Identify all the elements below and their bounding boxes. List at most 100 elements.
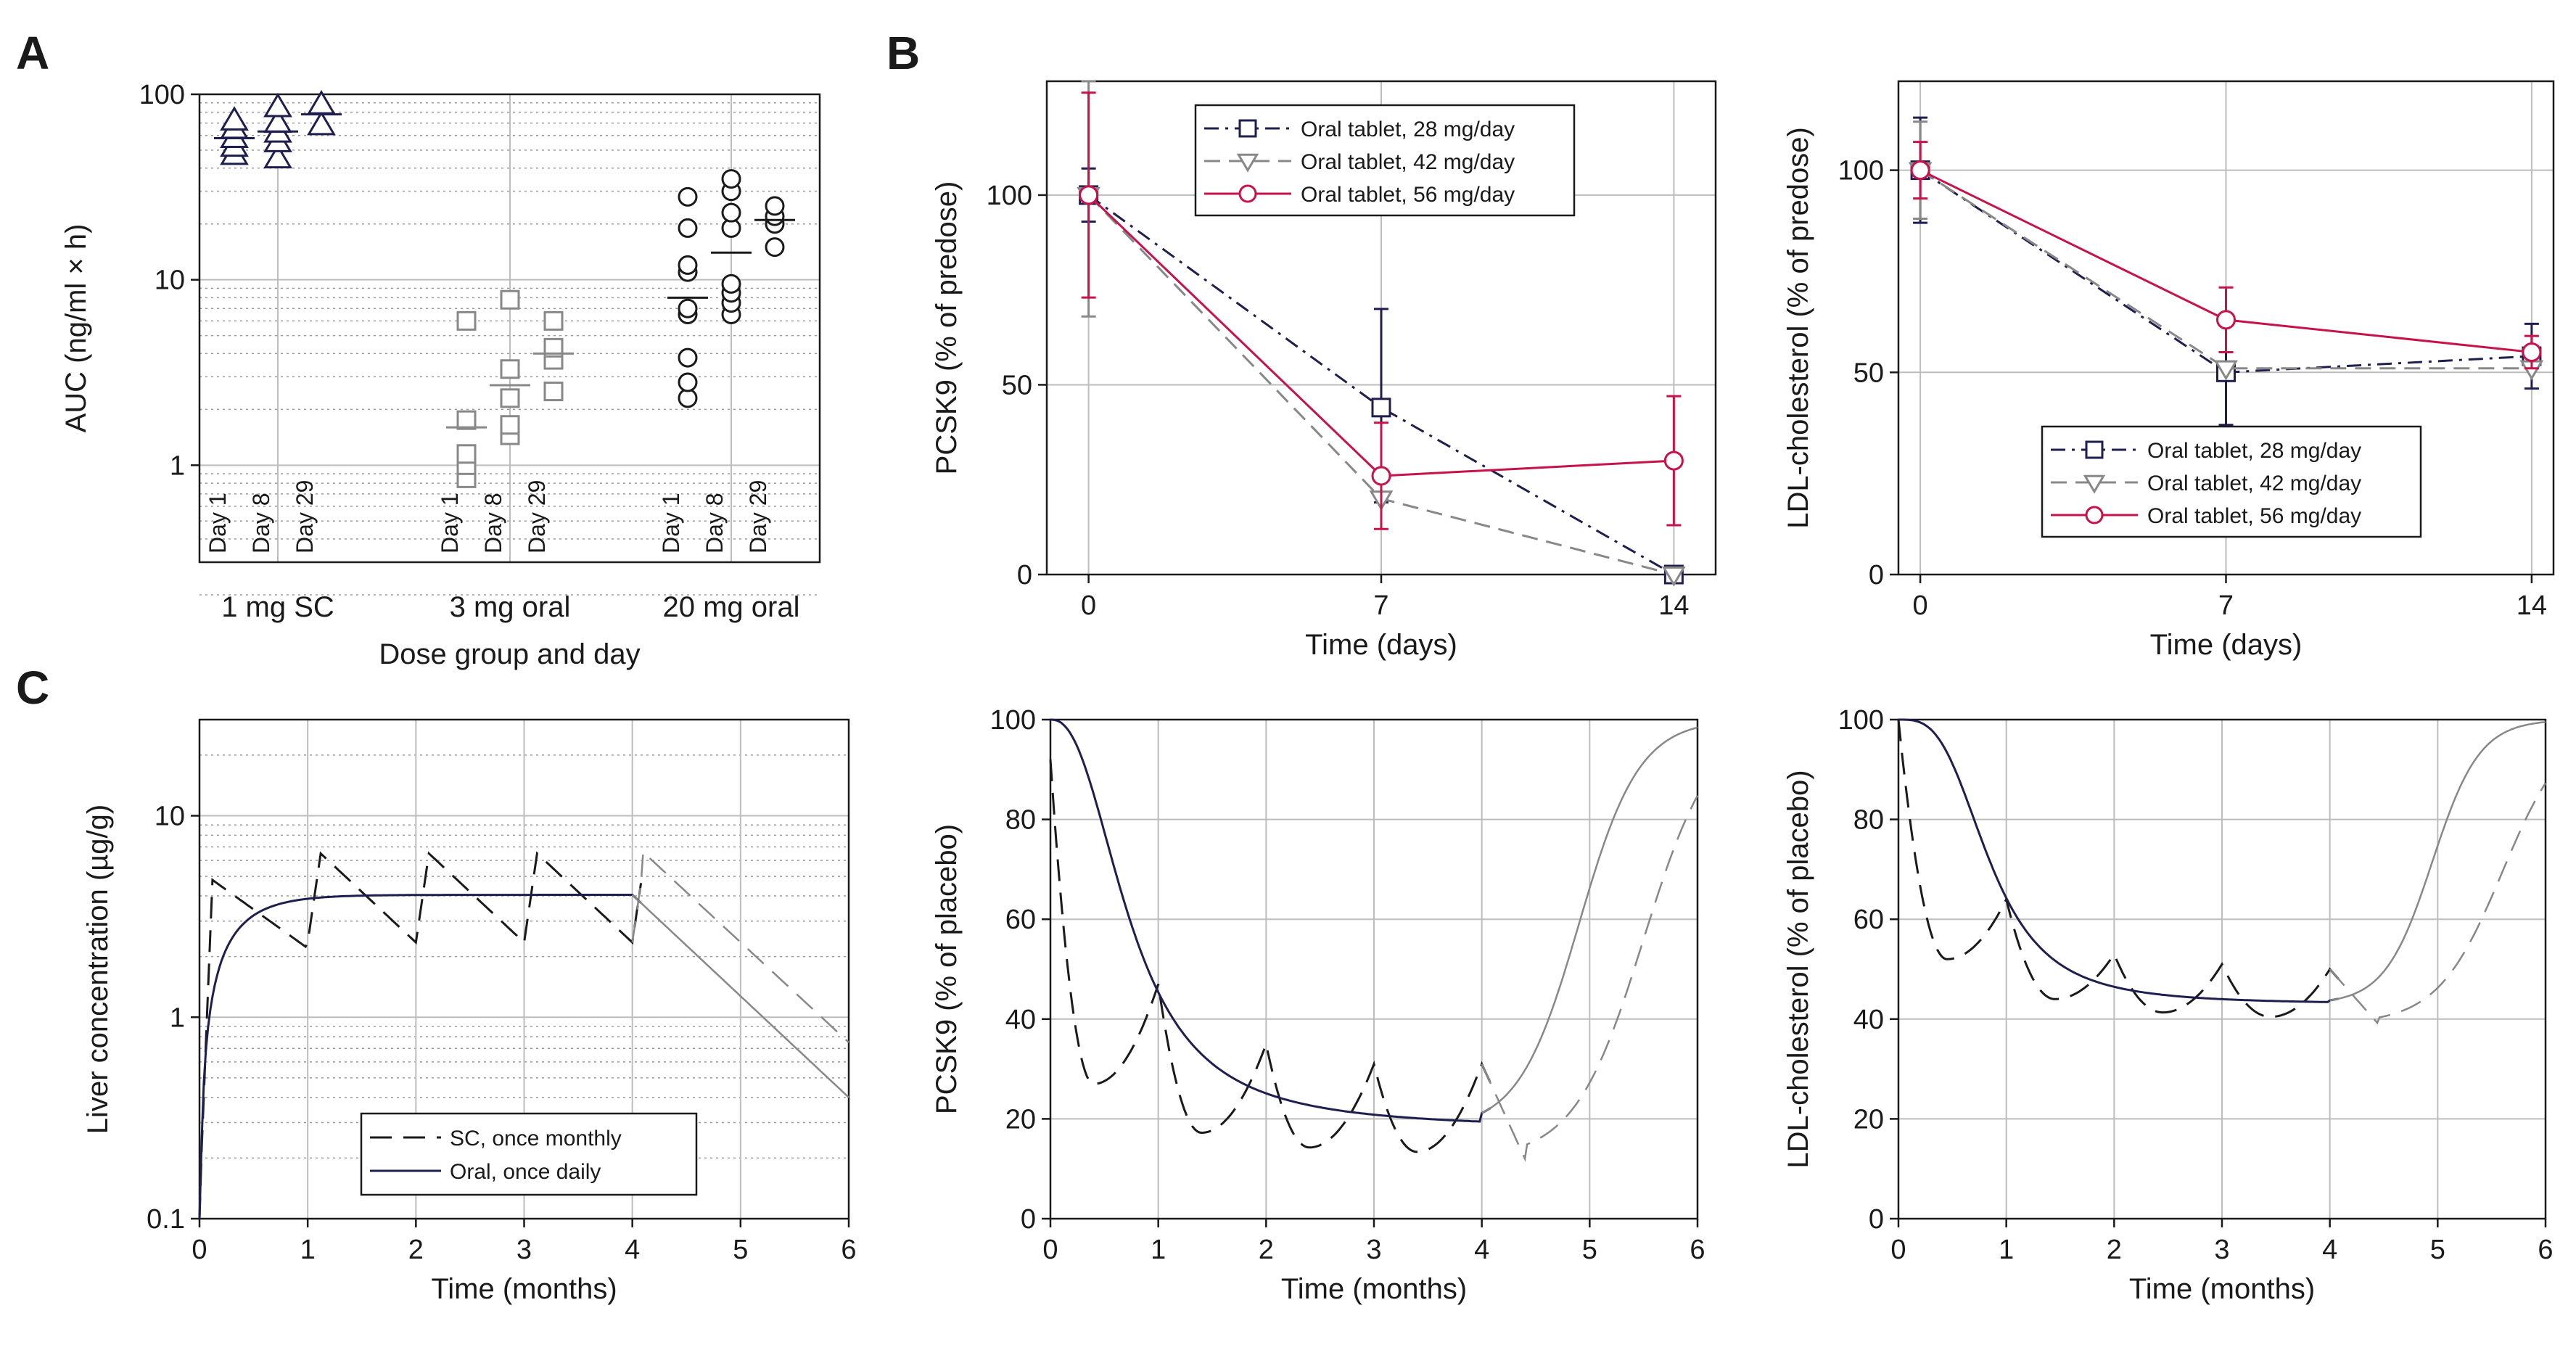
data-point-circle (721, 169, 741, 189)
y-tick-label: 10 (155, 266, 185, 296)
chart-a-auc: 1 10 100 1 mg SC Day 1 Day 8 Day 29 3 mg oral Da… (60, 80, 821, 670)
x-tick-label: 0 (1913, 590, 1928, 621)
legend-label: Oral, once daily (450, 1160, 601, 1184)
x-axis-label: Time (months) (2129, 1273, 2315, 1305)
x-tick-label: 3 (2214, 1235, 2229, 1265)
y-tick-label: 80 (1005, 805, 1036, 836)
panel-letter-c: C (16, 662, 49, 714)
legend-label: Oral tablet, 28 mg/day (2147, 439, 2361, 463)
legend-marker (2083, 474, 2106, 494)
legend: SC, once monthly Oral, once daily (360, 1112, 698, 1196)
x-tick-label: 14 (1658, 590, 1689, 621)
legend: Oral tablet, 28 mg/day Oral tablet, 42 mg… (2041, 425, 2422, 538)
y-tick-label: 1 (170, 1003, 185, 1033)
x-axis-label: Time (days) (2150, 629, 2303, 661)
data-point-circle (2522, 342, 2542, 362)
legend-label: Oral tablet, 42 mg/day (2147, 472, 2361, 495)
y-tick-label: 0 (1869, 1204, 1884, 1235)
series-oral_pcsk9-washout (1481, 726, 1698, 1114)
y-tick-label: 60 (1853, 905, 1884, 935)
day-label: Day 1 (658, 493, 684, 553)
data-point-circle (678, 298, 698, 318)
y-tick-label: 50 (1002, 370, 1032, 400)
data-point-square (500, 388, 520, 408)
series-line (1087, 194, 1675, 576)
x-tick-label: 7 (2218, 590, 2234, 621)
x-tick-label: 1 (1151, 1235, 1166, 1265)
y-axis-label: PCSK9 (% of predose) (931, 181, 963, 475)
x-tick-label: 6 (1690, 1235, 1705, 1265)
x-tick-label: 1 (1999, 1235, 2014, 1265)
y-tick-label: 40 (1005, 1005, 1036, 1035)
y-tick-label: 0 (1021, 1204, 1036, 1235)
day-label: Day 8 (248, 493, 274, 553)
y-tick-label: 0.1 (147, 1204, 185, 1235)
x-tick-label: 2 (408, 1235, 424, 1265)
legend-label: Oral tablet, 56 mg/day (2147, 504, 2361, 528)
x-tick-label: 2 (1259, 1235, 1274, 1265)
data-point-circle (678, 347, 698, 368)
y-tick-label: 1 (170, 450, 185, 481)
series-oral_ldl (1898, 718, 2339, 1003)
panel-letter-a: A (16, 27, 49, 79)
day-label: Day 29 (524, 480, 550, 553)
legend-label: Oral tablet, 42 mg/day (1301, 150, 1515, 174)
y-tick-label: 100 (990, 705, 1036, 736)
data-point-square (500, 359, 520, 379)
data-point-triangle (263, 92, 292, 118)
data-point-circle (1371, 466, 1391, 486)
x-tick-label: 3 (1366, 1235, 1381, 1265)
x-tick-label: 7 (1373, 590, 1388, 621)
group-label: 3 mg oral (450, 591, 571, 623)
data-point-triangle-down (1661, 566, 1686, 587)
day-label: Day 1 (437, 493, 463, 553)
series-sc_pcsk9 (1049, 759, 1491, 1153)
x-tick-label: 0 (192, 1235, 207, 1265)
data-point-square (500, 289, 520, 310)
legend-marker (1238, 184, 1257, 203)
x-tick-label: 3 (517, 1235, 532, 1265)
y-tick-label: 50 (1853, 358, 1884, 388)
panel-letter-b: B (886, 27, 920, 79)
x-axis-label: Time (months) (431, 1273, 617, 1305)
x-tick-label: 4 (2322, 1235, 2337, 1265)
data-point-square (456, 410, 477, 430)
x-tick-label: 5 (733, 1235, 748, 1265)
data-point-square (543, 382, 564, 402)
day-label: Day 8 (480, 493, 506, 553)
series-sc_conc (198, 851, 643, 1219)
data-point-circle (765, 237, 785, 258)
y-tick-label: 100 (1838, 156, 1884, 186)
data-point-circle (2216, 310, 2236, 330)
x-tick-label: 1 (300, 1235, 316, 1265)
x-tick-label: 0 (1042, 1235, 1058, 1265)
y-axis-label: PCSK9 (% of placebo) (931, 824, 963, 1114)
y-tick-label: 60 (1005, 905, 1036, 935)
day-label: Day 29 (292, 480, 318, 553)
x-tick-label: 4 (1474, 1235, 1489, 1265)
x-tick-label: 0 (1081, 590, 1096, 621)
legend-marker (1236, 153, 1259, 173)
y-tick-label: 0 (1869, 560, 1884, 590)
data-point-circle (721, 273, 741, 294)
legend-marker (1238, 119, 1257, 138)
series-oral_pcsk9 (1050, 718, 1491, 1123)
series-sc_ldl-washout (2329, 782, 2547, 1025)
data-point-triangle (220, 106, 249, 131)
y-tick-label: 100 (987, 181, 1032, 211)
data-point-circle (1079, 185, 1099, 205)
x-axis-label: Time (months) (1281, 1273, 1467, 1305)
data-point-square (500, 415, 520, 435)
chart-b-ldl-days: 0 7 14 0 50 100 Time (days) LDL-cholesterol (% … (1782, 80, 2555, 661)
data-point-triangle-down (2214, 360, 2238, 381)
y-tick-label: 100 (1838, 705, 1884, 736)
day-label: Day 8 (701, 493, 728, 553)
data-point-triangle (307, 89, 336, 115)
y-tick-label: 0 (1017, 560, 1032, 590)
series-oral_conc-washout (631, 894, 849, 1098)
data-point-circle (678, 372, 698, 392)
chart-b-pcsk9-days: 0 7 14 0 50 100 Time (days) PCSK9 (% of predose… (931, 80, 1717, 661)
y-axis-label: AUC (ng/ml × h) (60, 224, 92, 433)
